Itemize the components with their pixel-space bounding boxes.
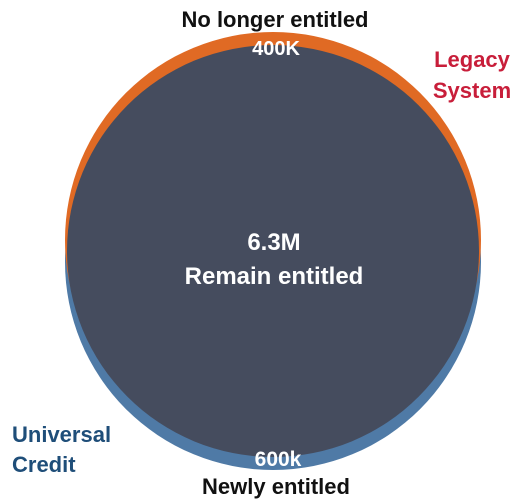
center-label: Remain entitled xyxy=(185,263,364,290)
bottom-value: 600k xyxy=(255,448,302,471)
universal-credit-label-line2: Credit xyxy=(12,452,76,477)
universal-credit-label-line1: Universal xyxy=(12,422,111,447)
overlap-region xyxy=(67,45,479,457)
top-value: 400K xyxy=(252,38,300,60)
bottom-label: Newly entitled xyxy=(202,474,350,499)
center-value: 6.3M xyxy=(247,229,300,256)
legacy-system-label-line1: Legacy xyxy=(434,47,511,72)
legacy-system-label-line2: System xyxy=(433,78,511,103)
top-label: No longer entitled xyxy=(182,7,369,32)
